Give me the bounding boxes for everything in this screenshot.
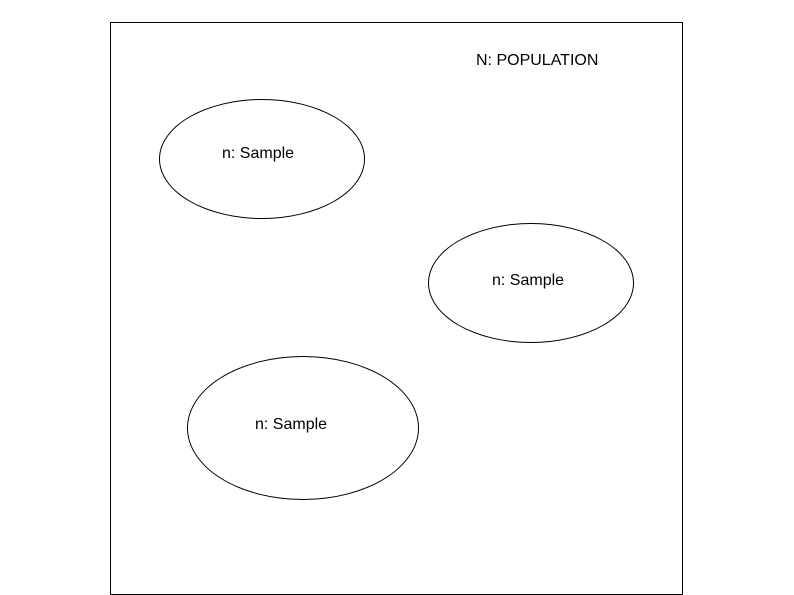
population-title: N: POPULATION — [476, 52, 598, 70]
sample-label-2: n: Sample — [492, 272, 564, 290]
sample-label-1: n: Sample — [222, 145, 294, 163]
sample-label-3: n: Sample — [255, 416, 327, 434]
